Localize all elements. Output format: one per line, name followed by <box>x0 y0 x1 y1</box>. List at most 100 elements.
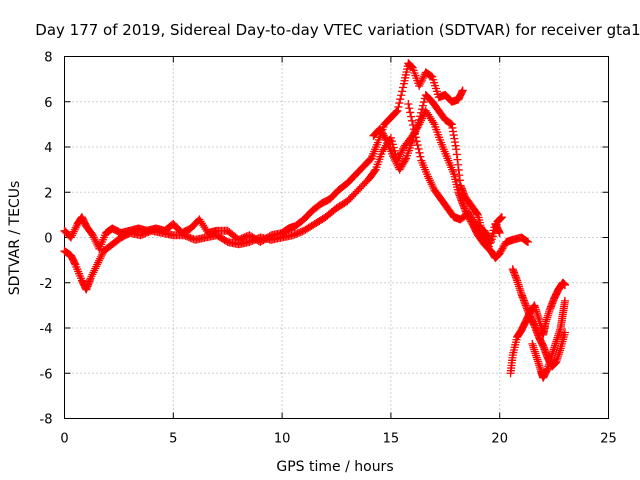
data-point-track-3 <box>419 98 428 107</box>
data-point-track-4 <box>414 144 423 153</box>
data-point-track-4 <box>497 213 506 222</box>
data-point-track-1 <box>70 225 79 234</box>
x-tick-label: 0 <box>60 432 68 447</box>
data-point-track-2 <box>95 256 104 265</box>
y-tick-label: -4 <box>40 322 53 337</box>
data-point-track-1 <box>391 108 400 117</box>
data-point-track-4 <box>428 182 437 191</box>
data-point-track-3 <box>391 157 400 166</box>
data-point-track-4 <box>405 104 414 113</box>
data-point-track-4 <box>409 125 418 134</box>
data-point-track-1 <box>416 79 425 88</box>
x-tick-label: 15 <box>383 432 400 447</box>
data-point-track-4 <box>423 172 432 181</box>
data-point-track-3 <box>390 155 399 164</box>
data-point-track-1 <box>92 238 101 247</box>
data-point-track-4 <box>486 236 495 245</box>
y-tick-label: 2 <box>44 186 52 201</box>
data-point-track-2 <box>92 262 101 271</box>
data-point-track-2 <box>87 272 96 281</box>
data-point-track-1 <box>67 231 76 240</box>
data-point-track-1 <box>393 106 402 115</box>
data-point-track-1 <box>365 156 374 165</box>
data-point-track-1 <box>68 229 77 238</box>
y-tick-label: -2 <box>40 277 53 292</box>
data-point-track-6 <box>560 281 569 290</box>
data-point-track-1 <box>418 74 427 83</box>
data-point-track-4 <box>427 180 436 189</box>
y-axis-label: SDTVAR / TECUs <box>7 181 23 296</box>
data-point-track-1 <box>90 235 99 244</box>
data-point-track-2 <box>88 270 97 279</box>
x-tick-label: 5 <box>169 432 177 447</box>
data-point-track-2 <box>397 148 406 157</box>
data-point-track-1 <box>458 86 467 95</box>
data-point-track-3 <box>415 115 424 124</box>
data-point-track-4 <box>408 121 417 130</box>
axis-ticks: 0 5 10 15 20 25 -8 -6 -4 -2 0 2 4 6 8 <box>40 51 617 447</box>
data-point-track-2 <box>97 250 106 259</box>
data-point-track-4 <box>407 112 416 121</box>
data-point-track-1 <box>89 233 98 242</box>
data-point-track-2 <box>93 260 102 269</box>
data-point-track-4 <box>404 100 413 109</box>
data-point-track-4 <box>415 148 424 157</box>
y-tick-label: 0 <box>44 232 52 247</box>
data-point-track-1 <box>399 83 408 92</box>
x-axis-label: GPS time / hours <box>276 459 393 475</box>
data-point-track-4 <box>410 129 419 138</box>
data-point-track-2 <box>396 150 405 159</box>
chart-title: Day 177 of 2019, Sidereal Day-to-day VTE… <box>35 21 640 39</box>
data-point-track-4 <box>416 152 425 161</box>
data-point-track-2 <box>96 252 105 261</box>
data-point-track-2 <box>95 254 104 263</box>
data-point-track-1 <box>69 227 78 236</box>
data-point-track-2 <box>94 258 103 267</box>
data-point-track-2 <box>398 146 407 155</box>
data-point-track-1 <box>417 76 426 85</box>
data-point-track-2 <box>90 266 99 275</box>
data-point-track-1 <box>394 102 403 111</box>
data-point-track-3 <box>390 153 399 162</box>
x-tick-label: 25 <box>600 432 617 447</box>
data-point-track-2 <box>523 238 532 247</box>
data-point-track-4 <box>412 137 421 146</box>
data-point-track-1 <box>88 231 97 240</box>
data-point-track-1 <box>415 81 424 90</box>
data-point-track-7 <box>560 296 569 305</box>
data-point-track-1 <box>91 237 100 246</box>
y-tick-label: 4 <box>44 141 52 156</box>
data-point-track-2 <box>91 264 100 273</box>
data-point-track-3 <box>401 155 410 164</box>
y-tick-label: 6 <box>44 96 52 111</box>
data-point-track-4 <box>408 116 417 125</box>
data-point-track-1 <box>71 223 80 232</box>
data-point-track-4 <box>425 176 434 185</box>
data-points <box>60 59 569 382</box>
x-tick-label: 20 <box>491 432 508 447</box>
data-point-track-1 <box>67 233 76 242</box>
data-point-track-4 <box>426 178 435 187</box>
data-point-track-1 <box>398 87 407 96</box>
data-point-track-3 <box>417 105 426 114</box>
data-point-track-1 <box>395 99 404 108</box>
data-point-track-2 <box>86 274 95 283</box>
y-tick-label: -6 <box>40 367 53 382</box>
data-point-track-3 <box>418 101 427 110</box>
data-point-track-4 <box>424 174 433 183</box>
data-point-track-1 <box>396 95 405 104</box>
data-point-track-1 <box>392 107 401 116</box>
y-tick-label: -8 <box>40 413 53 428</box>
y-tick-label: 8 <box>44 51 52 66</box>
data-point-track-3 <box>389 152 398 161</box>
data-point-track-3 <box>416 112 425 121</box>
data-point-track-4 <box>413 141 422 150</box>
data-point-track-1 <box>397 91 406 100</box>
data-point-track-2 <box>370 166 379 175</box>
data-point-track-3 <box>381 134 390 143</box>
data-point-track-3 <box>417 108 426 117</box>
x-tick-label: 10 <box>274 432 291 447</box>
data-point-track-4 <box>411 133 420 142</box>
data-point-track-2 <box>429 118 438 127</box>
